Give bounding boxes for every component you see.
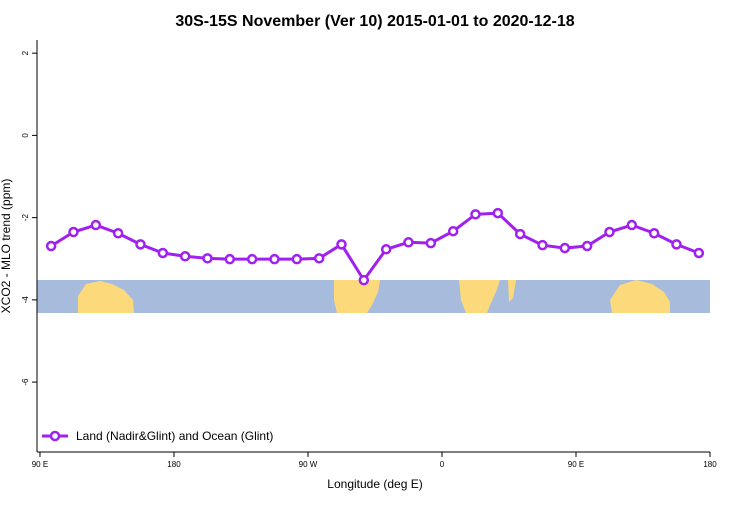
x-tick-label: 180 <box>167 460 181 469</box>
x-tick-label: 90 E <box>32 460 48 469</box>
point <box>291 253 303 265</box>
point <box>604 226 615 238</box>
y-tick-label: 2 <box>21 50 30 55</box>
point <box>112 228 124 239</box>
legend-label: Land (Nadir&Glint) and Ocean (Glint) <box>76 429 273 443</box>
point <box>246 253 258 265</box>
x-tick-label: 0 <box>440 460 445 469</box>
point <box>537 239 548 251</box>
point <box>179 251 191 262</box>
point <box>358 274 370 286</box>
point <box>470 209 481 220</box>
point <box>693 247 705 259</box>
point <box>135 239 146 250</box>
chart-title: 30S-15S November (Ver 10) 2015-01-01 to … <box>175 13 574 30</box>
series-line <box>50 211 700 283</box>
point <box>202 253 213 264</box>
x-tick-label: 90 W <box>299 460 318 469</box>
point <box>68 226 79 238</box>
y-tick-label: 0 <box>21 133 30 138</box>
x-tick-label: 90 E <box>568 460 584 469</box>
land <box>459 280 500 313</box>
point <box>514 228 526 240</box>
point <box>648 228 660 239</box>
point <box>224 253 236 265</box>
point <box>581 240 593 252</box>
point <box>269 253 280 265</box>
y-tick-label: -6 <box>21 378 30 386</box>
legend-marker <box>49 430 61 442</box>
point <box>447 225 459 237</box>
point <box>45 240 57 252</box>
point <box>671 239 682 250</box>
point <box>380 244 392 255</box>
point <box>313 253 325 264</box>
point <box>492 207 504 219</box>
x-tick-label: 180 <box>703 460 717 469</box>
point <box>403 237 414 248</box>
land <box>78 281 134 313</box>
point <box>157 247 169 259</box>
x-axis-label: Longitude (deg E) <box>327 477 422 491</box>
land <box>610 280 670 313</box>
point <box>90 219 102 231</box>
point <box>336 239 347 250</box>
point <box>425 237 437 249</box>
land <box>334 280 380 313</box>
y-tick-label: -4 <box>21 296 30 304</box>
y-axis-label: XCO2 - MLO trend (ppm) <box>0 179 13 314</box>
map-strip <box>37 280 710 313</box>
land <box>508 280 516 302</box>
y-tick-label: -2 <box>21 214 30 222</box>
point <box>626 219 638 231</box>
point <box>559 242 571 254</box>
